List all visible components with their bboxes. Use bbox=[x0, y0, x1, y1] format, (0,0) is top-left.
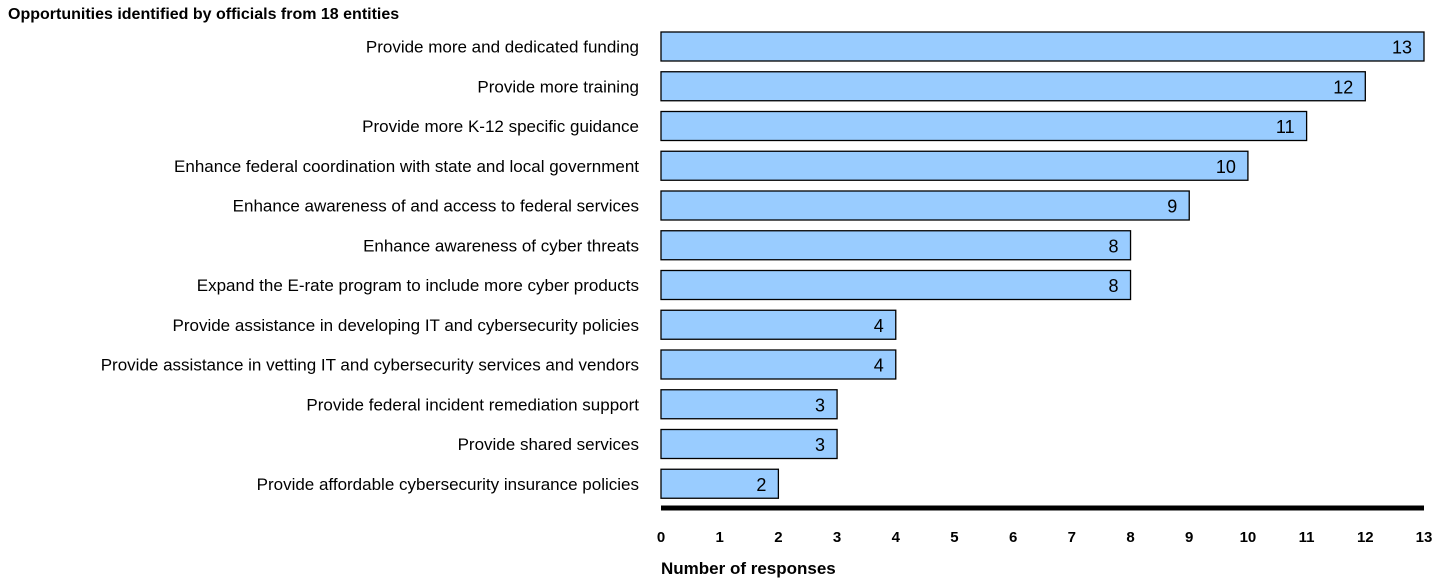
x-tick-label: 11 bbox=[1299, 529, 1315, 546]
category-label: Provide shared services bbox=[458, 435, 639, 454]
bar bbox=[660, 110, 1308, 142]
x-tick-label: 4 bbox=[892, 529, 901, 546]
x-tick-label: 10 bbox=[1240, 529, 1257, 546]
bar-value-label: 11 bbox=[1276, 117, 1295, 137]
category-label: Provide more and dedicated funding bbox=[366, 38, 639, 57]
bar bbox=[660, 71, 1366, 102]
bar bbox=[660, 230, 1132, 261]
x-tick-label: 1 bbox=[716, 529, 724, 546]
x-tick-label: 8 bbox=[1126, 529, 1134, 546]
x-tick-label: 2 bbox=[774, 529, 782, 546]
bars: 13 12 11 10 9 8 8 4 4 3 3 2 bbox=[660, 31, 1425, 499]
x-tick-label: 0 bbox=[657, 529, 665, 546]
category-label: Provide assistance in vetting IT and cyb… bbox=[101, 356, 639, 375]
x-tick-label: 3 bbox=[833, 529, 841, 546]
bar bbox=[660, 349, 897, 380]
x-tick-label: 7 bbox=[1068, 529, 1076, 546]
category-label: Expand the E-rate program to include mor… bbox=[197, 276, 639, 295]
category-label: Provide affordable cybersecurity insuran… bbox=[257, 475, 639, 494]
category-label: Enhance awareness of cyber threats bbox=[363, 236, 639, 255]
bar bbox=[660, 31, 1425, 62]
bar bbox=[660, 309, 897, 340]
bar-value-label: 2 bbox=[756, 475, 766, 495]
bar bbox=[660, 468, 780, 499]
x-tick-label: 6 bbox=[1009, 529, 1017, 546]
bar-value-label: 3 bbox=[815, 435, 825, 455]
category-label: Provide assistance in developing IT and … bbox=[173, 316, 640, 335]
category-label: Enhance federal coordination with state … bbox=[174, 157, 639, 176]
bar-value-label: 8 bbox=[1109, 236, 1119, 256]
category-labels: Provide more and dedicated funding Provid… bbox=[101, 38, 640, 494]
bar bbox=[660, 150, 1249, 181]
category-label: Enhance awareness of and access to feder… bbox=[233, 197, 639, 216]
x-tick-label: 12 bbox=[1357, 529, 1374, 546]
bar-value-label: 10 bbox=[1216, 157, 1236, 177]
bar-value-label: 12 bbox=[1333, 77, 1353, 97]
bar-value-label: 4 bbox=[874, 356, 884, 376]
category-label: Provide federal incident remediation sup… bbox=[306, 395, 639, 414]
x-tick-label: 9 bbox=[1185, 529, 1193, 546]
bar bbox=[660, 428, 838, 460]
chart-title: Opportunities identified by officials fr… bbox=[8, 6, 400, 23]
bar-value-label: 4 bbox=[874, 316, 884, 336]
category-label: Provide more training bbox=[477, 77, 639, 96]
bar bbox=[660, 269, 1132, 301]
bar-value-label: 13 bbox=[1392, 38, 1412, 58]
bar-value-label: 9 bbox=[1167, 197, 1177, 217]
bar-value-label: 8 bbox=[1109, 276, 1119, 296]
x-axis-title: Number of responses bbox=[661, 559, 836, 578]
bar-value-label: 3 bbox=[815, 395, 825, 415]
x-axis-ticks: 0 1 2 3 4 5 6 7 8 9 10 11 12 13 bbox=[657, 529, 1433, 546]
bar bbox=[660, 190, 1190, 221]
x-tick-label: 5 bbox=[950, 529, 958, 546]
bar bbox=[660, 389, 838, 420]
category-label: Provide more K-12 specific guidance bbox=[362, 117, 639, 136]
x-tick-label: 13 bbox=[1416, 529, 1433, 546]
